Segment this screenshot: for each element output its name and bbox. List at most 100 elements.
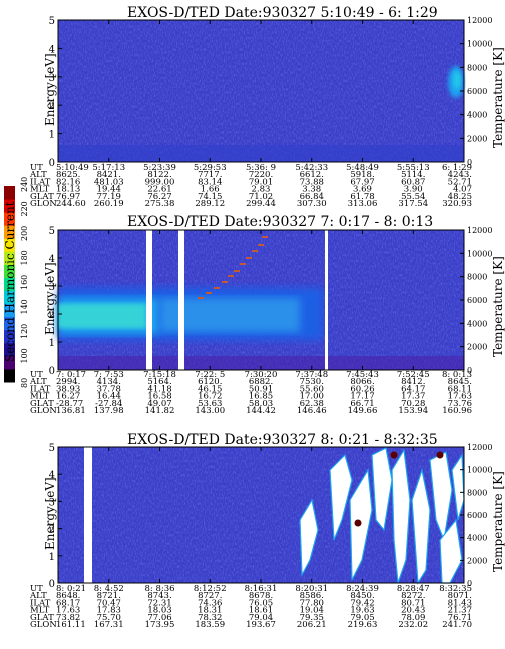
colorbar-swatch	[4, 212, 15, 226]
ephemeris-value: 7220.	[249, 170, 273, 180]
streak-mark	[246, 257, 252, 259]
panel-3-yticks-right: 0 2000 4000 6000 8000 10000 12000	[460, 443, 492, 588]
panel-3-xticks	[57, 447, 465, 583]
hot-spot	[390, 451, 398, 459]
ephemeris-row-label: GLAT	[30, 613, 54, 623]
ephemeris-value: 5:55:13	[397, 163, 430, 173]
colorbar-swatches	[4, 186, 15, 383]
panel-2-band-core	[58, 304, 146, 328]
ephemeris-value: 8:16:31	[245, 584, 278, 594]
ephemeris-row-label: GLON	[30, 620, 57, 630]
ephemeris-value: 149.66	[348, 406, 378, 416]
colorbar-tick-label: 220	[20, 201, 29, 216]
ephemeris-value: 78.32	[198, 613, 222, 623]
ephemeris-value: 8421.	[97, 170, 121, 180]
colorbar-swatch	[4, 199, 15, 213]
ytick-label-right: 10000	[467, 40, 492, 49]
ephemeris-value: 82.16	[56, 177, 80, 187]
ephemeris-value: 73.82	[56, 613, 80, 623]
ephemeris-value: 73.76	[448, 399, 472, 409]
ephemeris-value: 7: 7:53	[94, 370, 124, 380]
ephemeris-value: 143.00	[195, 406, 225, 416]
ytick-label-left: 0	[49, 579, 55, 590]
streak-mark	[222, 281, 228, 283]
ephemeris-value: 76.97	[56, 192, 80, 202]
ephemeris-value: 16.44	[97, 392, 121, 402]
colorbar-swatch	[4, 277, 15, 292]
ephemeris-value: 73.88	[300, 177, 324, 187]
panel-2-gap-3	[325, 230, 328, 370]
colorbar-tick-label: 200	[20, 226, 29, 241]
ephemeris-value: 5:17:13	[92, 163, 125, 173]
ytick-label-right: 4000	[467, 534, 487, 543]
ephemeris-value: 8586.	[300, 591, 324, 601]
panel-2-yticks-left: 0 1 2 3 4 5	[49, 226, 62, 377]
streak-mark	[258, 244, 264, 246]
ytick-label-left: 4	[49, 470, 55, 481]
ephemeris-value: 5:42:33	[295, 163, 328, 173]
ephemeris-value: 58.03	[249, 399, 273, 409]
ephemeris-value: 80.71	[401, 598, 425, 608]
streak-mark	[234, 270, 240, 272]
ephemeris-row-label: ALT	[29, 377, 47, 387]
panel-3-ylabel-right: Temperature [K]	[491, 471, 505, 572]
ephemeris-value: 77.80	[300, 598, 324, 608]
ephemeris-value: 2.83	[252, 185, 271, 195]
ephemeris-row-label: GLAT	[30, 399, 54, 409]
ephemeris-value: 79.04	[249, 613, 273, 623]
ephemeris-value: 4243.	[448, 170, 472, 180]
ephemeris-value: 18.31	[198, 606, 222, 616]
ytick-label-right: 4000	[467, 111, 487, 120]
ytick-label-left: 2	[49, 101, 55, 112]
panel-3-yticks-left: 0 1 2 3 4 5	[49, 443, 62, 590]
ephemeris-value: 79.05	[350, 613, 374, 623]
ephemeris-value: 193.67	[246, 620, 276, 630]
ephemeris-value: 4134.	[97, 377, 121, 387]
ephemeris-value: 5:29:53	[194, 163, 227, 173]
panel-1-edge-core	[453, 71, 461, 89]
ephemeris-value: 17.37	[401, 392, 425, 402]
ephemeris-value: 8721.	[97, 591, 121, 601]
ephemeris-value: 219.63	[348, 620, 378, 630]
ephemeris-value: 232.02	[398, 620, 428, 630]
ephemeris-row-label: ILAT	[30, 177, 51, 187]
ephemeris-value: 8:12:52	[194, 584, 227, 594]
panel-2: EXOS-D/TED Date:930327 7: 0:17 - 8: 0:13…	[29, 214, 505, 416]
ephemeris-row-label: ALT	[29, 591, 47, 601]
ephemeris-row-label: MLT	[30, 392, 50, 402]
ephemeris-value: 83.14	[198, 177, 222, 187]
ephemeris-value: 19.04	[300, 606, 324, 616]
ephemeris-value: 5:10:49	[56, 163, 89, 173]
ephemeris-value: 5114.	[401, 170, 425, 180]
panel-2-gap-1	[146, 230, 152, 370]
ytick-label-left: 3	[49, 282, 55, 293]
ephemeris-value: 7717.	[198, 170, 222, 180]
panel-2-gap-2	[178, 230, 184, 370]
colorbar-tick-label: 100	[20, 348, 29, 363]
ytick-label-right: 10000	[467, 466, 492, 475]
ephemeris-value: 6: 1:29	[442, 163, 472, 173]
ephemeris-value: 17.17	[350, 392, 374, 402]
ytick-label-right: 0	[467, 366, 472, 375]
panel-1-noise	[58, 20, 464, 162]
ephemeris-value: 8645.	[448, 377, 472, 387]
ephemeris-value: 72.31	[147, 598, 171, 608]
ephemeris-value: 70.28	[401, 399, 425, 409]
streak-mark	[214, 287, 220, 289]
ytick-label-right: 10000	[467, 249, 492, 258]
panel-2-yticks-right: 0 2000 4000 6000 8000 10000 12000	[460, 226, 492, 375]
ytick-label-right: 2000	[467, 343, 487, 352]
ephemeris-value: 2994.	[56, 377, 80, 387]
ephemeris-value: -28.77	[56, 399, 83, 409]
ephemeris-value: 5:36: 9	[246, 163, 276, 173]
ephemeris-value: 19.44	[97, 185, 121, 195]
colorbar-tick-label: 180	[20, 250, 29, 265]
ephemeris-value: 5:48:49	[346, 163, 379, 173]
ephemeris-value: 8:20:31	[295, 584, 328, 594]
panel-1-xticks	[57, 20, 465, 162]
ytick-label-right: 2000	[467, 556, 487, 565]
ephemeris-value: 79.35	[300, 613, 324, 623]
panel-3-spectrogram	[57, 446, 465, 585]
ephemeris-value: 62.38	[300, 399, 324, 409]
